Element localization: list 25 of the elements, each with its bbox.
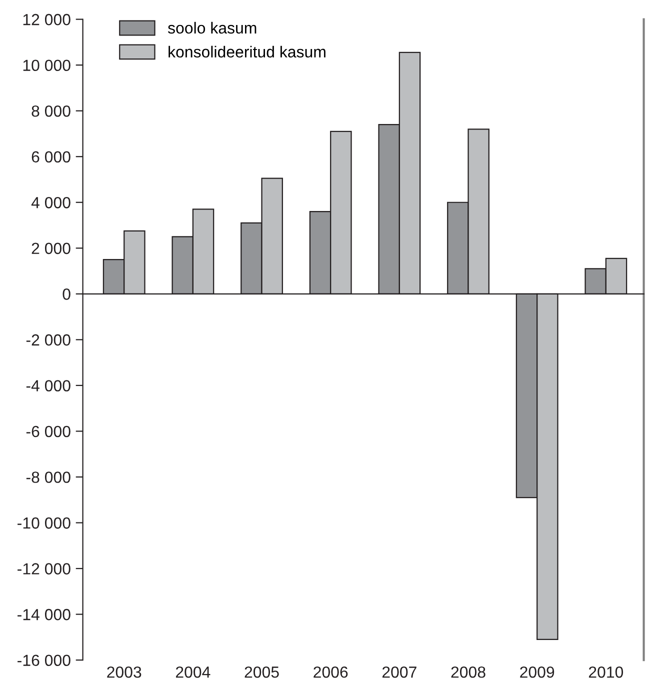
x-tick-label: 2010 bbox=[588, 666, 624, 678]
x-tick-label: 2007 bbox=[382, 666, 416, 678]
y-tick-label: 6 000 bbox=[32, 151, 70, 163]
y-tick-label: 2 000 bbox=[32, 242, 70, 254]
y-tick-label: -6 000 bbox=[26, 426, 70, 438]
y-tick-label: -14 000 bbox=[18, 608, 70, 620]
y-tick-label: -8 000 bbox=[26, 472, 70, 483]
x-tick-label: 2005 bbox=[244, 666, 279, 678]
y-tick-label: 4 000 bbox=[31, 197, 70, 208]
y-tick-label: 8 000 bbox=[32, 105, 70, 117]
x-tick-label: 2006 bbox=[314, 666, 348, 678]
y-tick-label: -4 000 bbox=[26, 380, 70, 392]
y-tick-label: -16 000 bbox=[18, 654, 70, 666]
legend-label: konsolideeritud kasum bbox=[168, 46, 326, 58]
legend-label: soolo kasum bbox=[168, 22, 256, 34]
x-tick-label: 2008 bbox=[451, 666, 486, 678]
y-tick-label: 12 000 bbox=[23, 14, 70, 26]
y-tick-label: -2 000 bbox=[26, 334, 70, 346]
y-tick-label: 0 bbox=[62, 288, 70, 300]
y-tick-label: -12 000 bbox=[18, 563, 70, 574]
x-tick-label: 2004 bbox=[176, 666, 210, 678]
y-tick-label: -10 000 bbox=[18, 517, 70, 529]
y-tick-label: 10 000 bbox=[23, 60, 70, 72]
x-tick-label: 2003 bbox=[107, 666, 142, 678]
x-tick-label: 2009 bbox=[520, 666, 554, 678]
